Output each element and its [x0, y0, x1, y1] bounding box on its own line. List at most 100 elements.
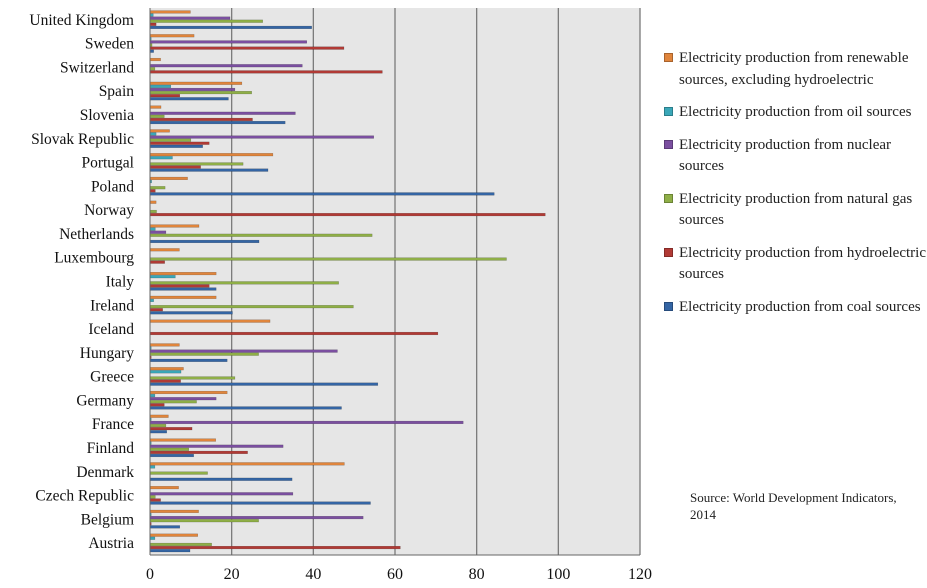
bar — [150, 228, 155, 231]
bar — [150, 118, 252, 121]
bar — [150, 133, 156, 136]
bar — [150, 97, 228, 100]
bar — [150, 50, 154, 53]
bar — [150, 445, 283, 448]
legend-label: Electricity production from oil sources — [679, 104, 911, 120]
bar — [150, 394, 155, 397]
legend-swatch — [664, 53, 673, 62]
bar — [150, 380, 181, 383]
bar — [150, 311, 232, 314]
bar — [150, 427, 192, 430]
bar — [150, 112, 295, 115]
bar — [150, 549, 190, 552]
bar — [150, 26, 312, 29]
category-label: Austria — [88, 535, 134, 552]
bar — [150, 516, 363, 519]
bar — [150, 367, 183, 370]
category-label: Italy — [106, 274, 135, 291]
bar — [150, 510, 199, 513]
bar — [150, 296, 216, 299]
bar — [150, 23, 156, 26]
category-label: Hungary — [80, 345, 134, 362]
bar — [150, 248, 179, 251]
bar — [150, 472, 208, 475]
bar — [150, 225, 199, 228]
bar — [150, 115, 164, 118]
legend-swatch — [664, 302, 673, 311]
bar — [150, 415, 168, 418]
category-label: Denmark — [76, 464, 134, 481]
category-label: Luxembourg — [54, 250, 134, 267]
bar — [150, 350, 337, 353]
bar — [150, 71, 382, 74]
bar — [150, 519, 259, 522]
bar — [150, 186, 165, 189]
bar — [150, 201, 156, 204]
legend-swatch — [664, 107, 673, 116]
bar — [150, 240, 259, 243]
category-label: Norway — [84, 202, 134, 219]
bar — [150, 156, 172, 159]
bar — [150, 546, 400, 549]
category-label: Portugal — [81, 155, 134, 172]
bar — [150, 193, 494, 196]
bar — [150, 11, 190, 14]
legend-label: Electricity production from renewable so… — [679, 50, 909, 88]
bar — [150, 421, 463, 424]
category-label: Germany — [76, 392, 134, 409]
x-tick-label: 100 — [546, 566, 570, 583]
category-label: Slovenia — [80, 107, 134, 124]
bar — [150, 136, 374, 139]
bar — [150, 305, 353, 308]
bar — [150, 234, 372, 237]
category-label: Iceland — [88, 321, 134, 338]
bar — [150, 377, 235, 380]
category-label: Slovak Republic — [31, 131, 134, 148]
bar — [150, 153, 273, 156]
bar — [150, 430, 167, 433]
bar — [150, 285, 209, 288]
bar — [150, 130, 170, 133]
bar — [150, 88, 235, 91]
bar — [150, 407, 342, 410]
bar — [150, 94, 180, 97]
bar — [150, 383, 378, 386]
bar — [150, 163, 243, 166]
bar — [150, 272, 216, 275]
category-label: Sweden — [85, 36, 134, 53]
x-tick-label: 120 — [628, 566, 652, 583]
x-tick-label: 80 — [469, 566, 485, 583]
source-note: Source: World Development Indicators, 20… — [690, 489, 920, 523]
bar — [150, 20, 263, 23]
legend-item: Electricity production from oil sources — [664, 102, 926, 124]
bar — [150, 82, 242, 85]
category-label: Poland — [91, 178, 134, 195]
legend-swatch — [664, 248, 673, 257]
category-label: United Kingdom — [29, 12, 134, 29]
bar — [150, 344, 179, 347]
x-tick-label: 0 — [146, 566, 154, 583]
bar — [150, 448, 189, 451]
bar — [150, 106, 161, 109]
legend-item: Electricity production from hydroelectri… — [664, 243, 926, 286]
bar — [150, 462, 344, 465]
bar — [150, 85, 171, 88]
bar — [150, 213, 545, 216]
legend-label: Electricity production from hydroelectri… — [679, 245, 926, 283]
category-label: Czech Republic — [35, 488, 134, 505]
bar — [150, 67, 155, 70]
bar — [150, 499, 161, 502]
bar — [150, 177, 188, 180]
bar — [150, 288, 216, 291]
category-label: Greece — [90, 369, 134, 386]
bar — [150, 397, 216, 400]
bar — [150, 139, 191, 142]
bar — [150, 299, 154, 302]
bar — [150, 189, 155, 192]
bar — [150, 169, 268, 172]
category-label: France — [92, 416, 134, 433]
legend-item: Electricity production from renewable so… — [664, 48, 926, 91]
category-label: Spain — [99, 83, 135, 100]
bar — [150, 258, 506, 261]
bar — [150, 47, 344, 50]
